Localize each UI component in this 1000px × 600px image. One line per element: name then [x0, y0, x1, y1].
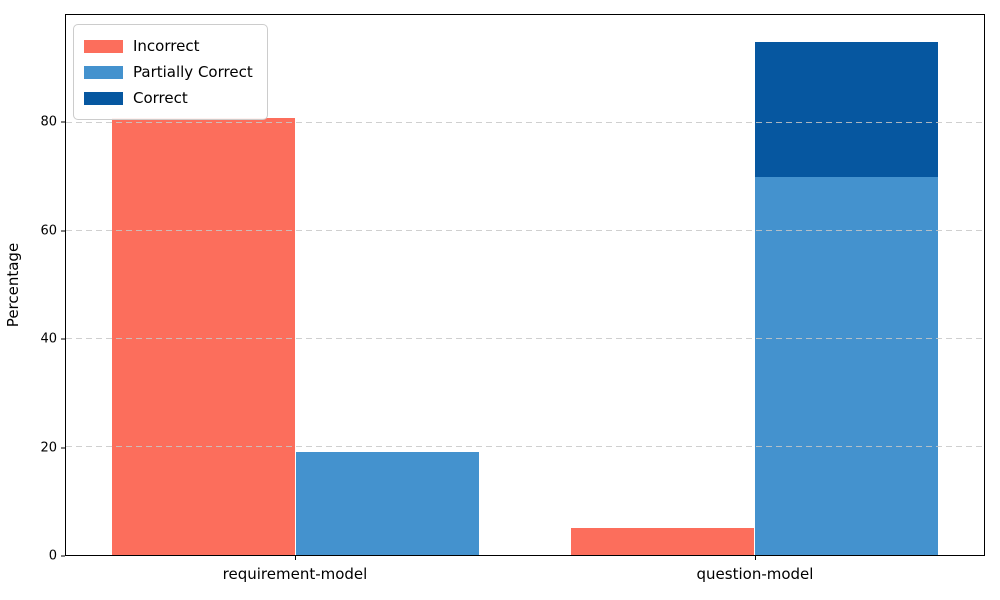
legend-label-incorrect: Incorrect	[133, 36, 200, 55]
gridline-y-20	[66, 446, 984, 447]
y-tick-mark-0	[61, 555, 65, 557]
x-tick-label-requirement-model: requirement-model	[222, 565, 368, 583]
y-tick-mark-80	[61, 121, 65, 123]
x-tick-mark-question-model	[755, 556, 756, 560]
correct-color-swatch	[84, 91, 123, 105]
bar-partially-correct-requirement-model	[295, 452, 480, 555]
legend-item-partially-correct: Partially Correct	[84, 59, 257, 85]
bar-incorrect-requirement-model	[111, 117, 296, 555]
bar-partially-correct-question-model	[754, 177, 939, 555]
gridline-y-40	[66, 338, 984, 339]
gridline-y-60	[66, 230, 984, 231]
y-tick-mark-40	[61, 338, 65, 340]
y-axis-title: Percentage	[4, 242, 22, 328]
x-tick-label-question-model: question-model	[696, 565, 814, 583]
y-tick-label-0: 0	[48, 548, 57, 564]
partially-correct-color-swatch	[84, 65, 123, 79]
bar-incorrect-question-model	[570, 528, 755, 555]
gridline-y-80	[66, 122, 984, 123]
legend-item-correct: Correct	[84, 85, 257, 111]
legend-label-partially-correct: Partially Correct	[133, 62, 253, 81]
legend-item-incorrect: Incorrect	[84, 33, 257, 59]
incorrect-color-swatch	[84, 39, 123, 53]
plot-area	[65, 14, 985, 556]
bar-correct-question-model	[754, 42, 939, 177]
y-tick-label-40: 40	[40, 331, 57, 347]
y-tick-label-80: 80	[40, 114, 57, 130]
legend-label-correct: Correct	[133, 88, 188, 107]
y-tick-mark-20	[61, 447, 65, 449]
y-tick-label-60: 60	[40, 223, 57, 239]
y-tick-mark-60	[61, 230, 65, 232]
y-tick-label-20: 20	[40, 440, 57, 456]
legend: Incorrect Partially Correct Correct	[73, 24, 268, 120]
x-tick-mark-requirement-model	[295, 556, 296, 560]
